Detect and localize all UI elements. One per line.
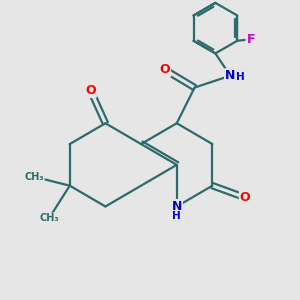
Text: H: H <box>236 72 245 82</box>
Text: O: O <box>85 84 96 97</box>
Text: N: N <box>172 200 182 213</box>
Text: CH₃: CH₃ <box>39 213 59 224</box>
Text: N: N <box>225 69 236 82</box>
Text: F: F <box>246 33 255 46</box>
Text: O: O <box>160 63 170 76</box>
Text: O: O <box>240 191 250 204</box>
Text: CH₃: CH₃ <box>24 172 44 182</box>
Text: H: H <box>172 211 181 221</box>
